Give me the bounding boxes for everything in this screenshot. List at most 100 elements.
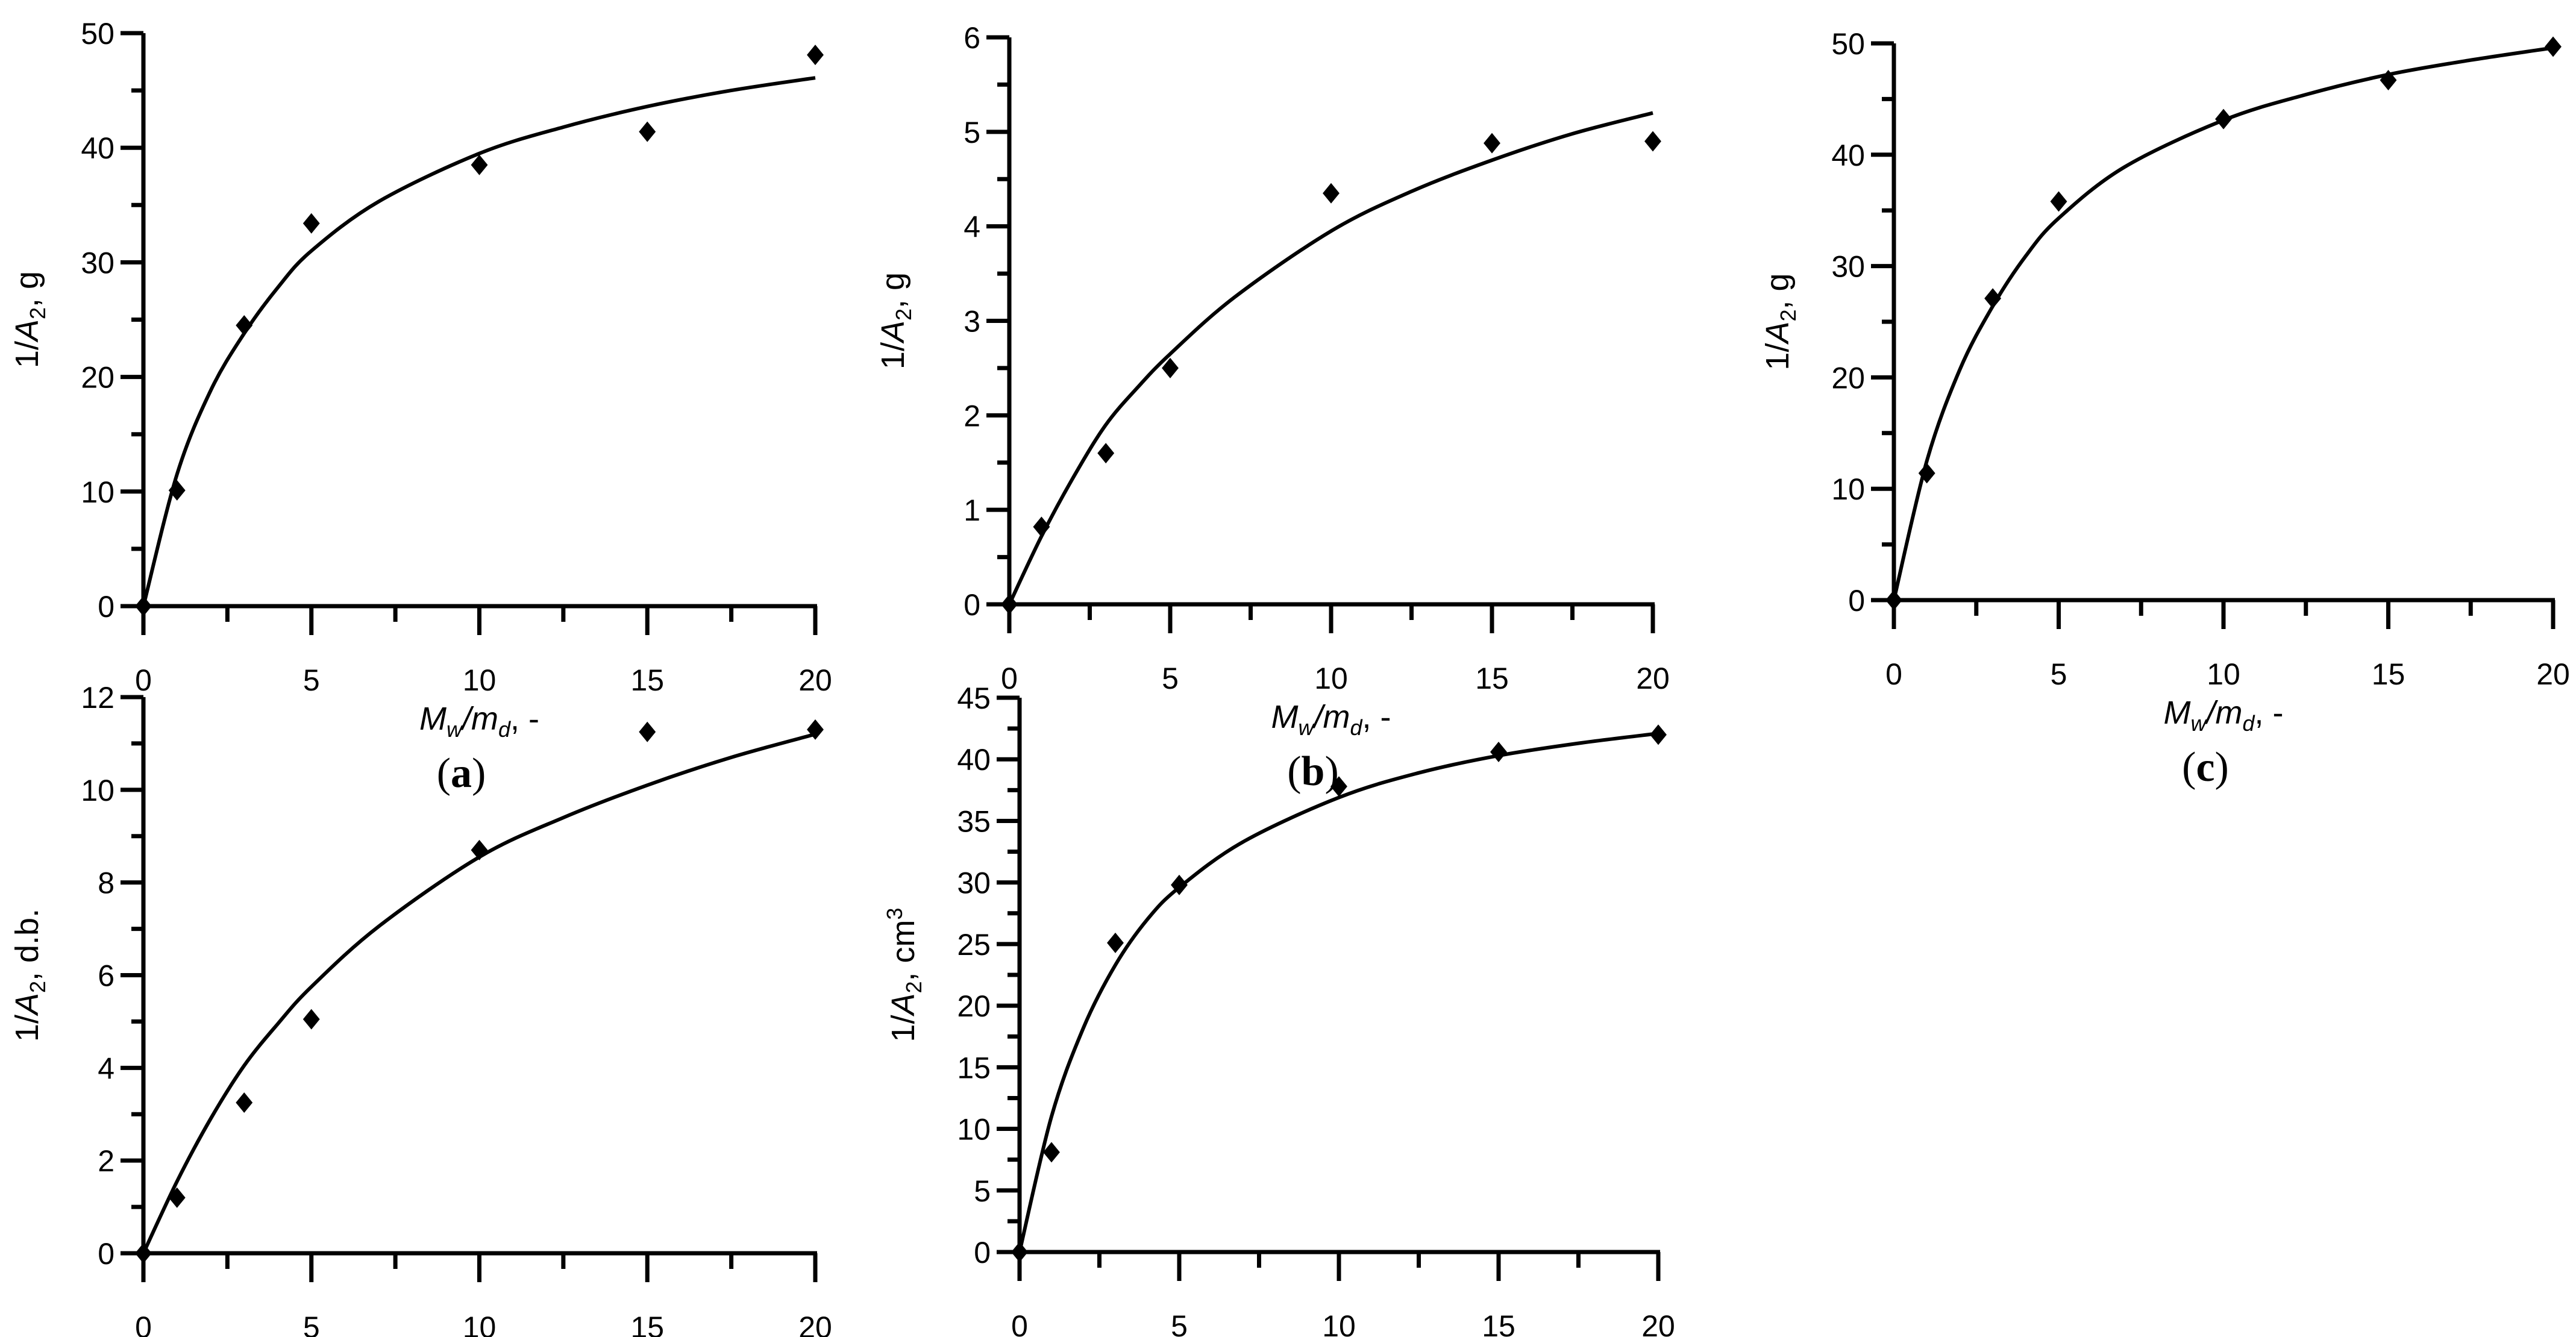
- y-tick-label: 45: [957, 681, 991, 715]
- y-tick-label: 4: [964, 210, 980, 244]
- data-point-diamond-icon: [2380, 69, 2397, 90]
- y-tick-label: 4: [98, 1051, 114, 1085]
- data-point-diamond-icon: [1107, 932, 1124, 953]
- x-tick-label: 10: [463, 1310, 497, 1337]
- data-point-diamond-icon: [302, 213, 320, 234]
- panel-c: 0 10 20 30 40 50 0 5 10 15 20 1/A2, g Mw/md, - (c): [1735, 0, 2576, 791]
- data-point-diamond-icon: [1490, 741, 1507, 762]
- x-tick-label: 5: [1171, 1309, 1188, 1337]
- x-tick-label: 5: [1162, 662, 1179, 695]
- data-point-diamond-icon: [1171, 874, 1188, 895]
- x-tick-label: 15: [630, 1310, 664, 1337]
- y-tick-label: 2: [964, 399, 980, 433]
- x-tick-label: 15: [1475, 662, 1509, 695]
- data-point-diamond-icon: [1323, 183, 1340, 204]
- y-axis-label: 1/A2, cm3: [882, 907, 926, 1042]
- data-point-diamond-icon: [1644, 131, 1661, 152]
- x-tick-label: 5: [2051, 657, 2067, 691]
- panel-tag: (a): [437, 750, 486, 797]
- x-axis-label: Mw/md, -: [419, 701, 539, 742]
- x-tick-label: 5: [303, 1310, 320, 1337]
- panel-b: 0 1 2 3 4 5 6 0 5 10 15 20 1/A2, g Mw/md, - (b): [856, 0, 1729, 795]
- y-tick-label: 40: [957, 743, 991, 777]
- data-point-diamond-icon: [2050, 191, 2067, 212]
- data-point-diamond-icon: [135, 596, 152, 616]
- y-tick-label: 0: [1848, 584, 1865, 618]
- y-tick-label: 3: [964, 305, 980, 339]
- y-tick-label: 30: [1831, 250, 1865, 284]
- data-point-diamond-icon: [639, 721, 656, 742]
- y-tick-label: 5: [974, 1174, 991, 1208]
- fit-curve: [142, 732, 816, 1254]
- chart-c: 0 10 20 30 40 50 0 5 10 15 20 1/A2, g Mw/md, - (c): [1760, 27, 2570, 791]
- y-tick-label: 0: [98, 590, 114, 624]
- x-axis-label: Mw/md, -: [2163, 695, 2283, 736]
- x-tick-label: 10: [463, 663, 497, 697]
- x-tick-label: 15: [2372, 657, 2405, 691]
- y-tick-label: 20: [1831, 361, 1865, 395]
- y-tick-label: 6: [98, 959, 114, 993]
- y-tick-label: 10: [81, 774, 114, 807]
- x-tick-label: 0: [1011, 1309, 1028, 1337]
- x-tick-label: 15: [1482, 1309, 1515, 1337]
- x-tick-label: 20: [1641, 1309, 1675, 1337]
- x-tick-label: 0: [135, 1310, 152, 1337]
- data-point-diamond-icon: [1650, 724, 1667, 745]
- y-axis-label: 1/A2, g: [875, 272, 916, 369]
- data-point-diamond-icon: [807, 45, 824, 66]
- data-point-diamond-icon: [135, 1243, 152, 1263]
- data-point-diamond-icon: [2545, 36, 2562, 57]
- x-tick-label: 0: [135, 663, 152, 697]
- panel-e: 0 5 10 15 20 25 30 35 40 45 0 5 10 15 20 1/A2, cm3 Mw/md…: [856, 663, 1729, 1337]
- x-tick-label: 20: [1636, 662, 1670, 695]
- data-point-diamond-icon: [1885, 590, 1902, 610]
- data-point-diamond-icon: [168, 1187, 186, 1208]
- y-tick-label: 20: [957, 989, 991, 1023]
- data-point-diamond-icon: [1043, 1142, 1060, 1163]
- y-axis-label: 1/A2, g: [9, 271, 50, 368]
- data-point-diamond-icon: [1033, 516, 1050, 537]
- data-point-diamond-icon: [1484, 133, 1500, 154]
- x-tick-label: 20: [798, 663, 832, 697]
- panel-tag: (c): [2182, 744, 2229, 791]
- data-point-diamond-icon: [471, 839, 488, 860]
- y-tick-label: 2: [98, 1144, 114, 1178]
- data-point-diamond-icon: [1011, 1242, 1028, 1262]
- y-tick-label: 0: [974, 1236, 991, 1270]
- y-tick-label: 1: [964, 493, 980, 527]
- x-tick-label: 0: [1885, 657, 1902, 691]
- y-tick-label: 50: [1831, 27, 1865, 61]
- x-tick-label: 10: [2207, 657, 2240, 691]
- y-tick-label: 10: [957, 1113, 991, 1147]
- y-tick-label: 10: [81, 475, 114, 509]
- y-tick-label: 5: [964, 116, 980, 149]
- data-point-diamond-icon: [807, 719, 824, 740]
- y-tick-label: 40: [81, 131, 114, 165]
- data-point-diamond-icon: [236, 1092, 253, 1113]
- x-tick-label: 5: [303, 663, 320, 697]
- data-point-diamond-icon: [168, 480, 186, 501]
- x-tick-label: 15: [630, 663, 664, 697]
- y-tick-label: 10: [1831, 472, 1865, 506]
- fit-curve: [1018, 731, 1659, 1253]
- chart-a: 0 10 20 30 40 50 0 5 10 15 20 1/A2, g Mw/md, - (a): [9, 17, 832, 797]
- y-tick-label: 15: [957, 1051, 991, 1085]
- data-point-diamond-icon: [1097, 443, 1115, 464]
- x-axis-label: Mw/md, -: [1271, 699, 1391, 740]
- y-tick-label: 50: [81, 17, 114, 51]
- data-point-diamond-icon: [1984, 288, 2002, 309]
- x-tick-label: 20: [2536, 657, 2570, 691]
- fit-curve: [142, 76, 816, 607]
- panel-a: 0 10 20 30 40 50 0 5 10 15 20 1/A2, g Mw/md, - (a): [0, 0, 856, 797]
- y-axis-label: 1/A2, g: [1760, 273, 1800, 370]
- y-tick-label: 20: [81, 361, 114, 395]
- y-tick-label: 0: [98, 1237, 114, 1271]
- data-point-diamond-icon: [639, 121, 656, 142]
- data-point-diamond-icon: [471, 154, 488, 175]
- data-point-diamond-icon: [236, 315, 253, 336]
- y-tick-label: 25: [957, 928, 991, 962]
- data-point-diamond-icon: [302, 1009, 320, 1030]
- y-tick-label: 35: [957, 804, 991, 838]
